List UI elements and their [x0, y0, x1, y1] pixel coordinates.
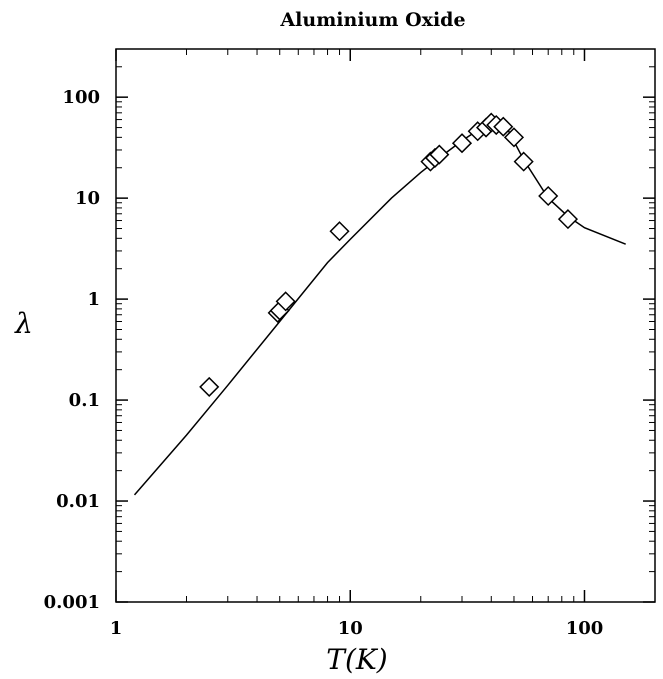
y-tick-label: 0.01 — [56, 491, 100, 512]
data-point-diamond — [557, 209, 579, 230]
y-tick-label: 0.001 — [44, 592, 100, 613]
plot-frame — [115, 48, 656, 603]
x-tick-label: 1 — [110, 618, 123, 639]
x-tick-label: 100 — [566, 618, 604, 639]
x-tick-label: 10 — [338, 618, 363, 639]
chart-title: Aluminium Oxide — [279, 9, 465, 31]
y-tick-labels: 0.001 0.01 0.1 1 10 100 — [44, 87, 100, 613]
y-tick-label: 10 — [75, 188, 100, 209]
y-tick-label: 0.1 — [69, 390, 100, 411]
data-point-diamond — [275, 291, 296, 312]
data-point-diamond — [329, 221, 350, 242]
minor-ticks — [116, 48, 656, 602]
y-tick-label: 100 — [62, 87, 100, 108]
data-point-diamond — [503, 127, 525, 148]
y-axis-label: λ — [14, 307, 33, 340]
data-point-diamond — [199, 376, 220, 397]
data-markers — [199, 112, 579, 397]
y-tick-label: 1 — [87, 289, 100, 310]
theory-curve — [133, 120, 626, 496]
major-ticks — [115, 49, 655, 603]
x-tick-labels: 1 10 100 — [110, 618, 604, 639]
data-point-diamond — [493, 116, 514, 137]
data-point-diamond — [513, 151, 534, 172]
data-point-diamond — [538, 185, 559, 207]
x-axis-label: T(K) — [326, 643, 387, 676]
data-point-diamond — [451, 133, 473, 154]
data-point-diamond — [429, 144, 450, 165]
